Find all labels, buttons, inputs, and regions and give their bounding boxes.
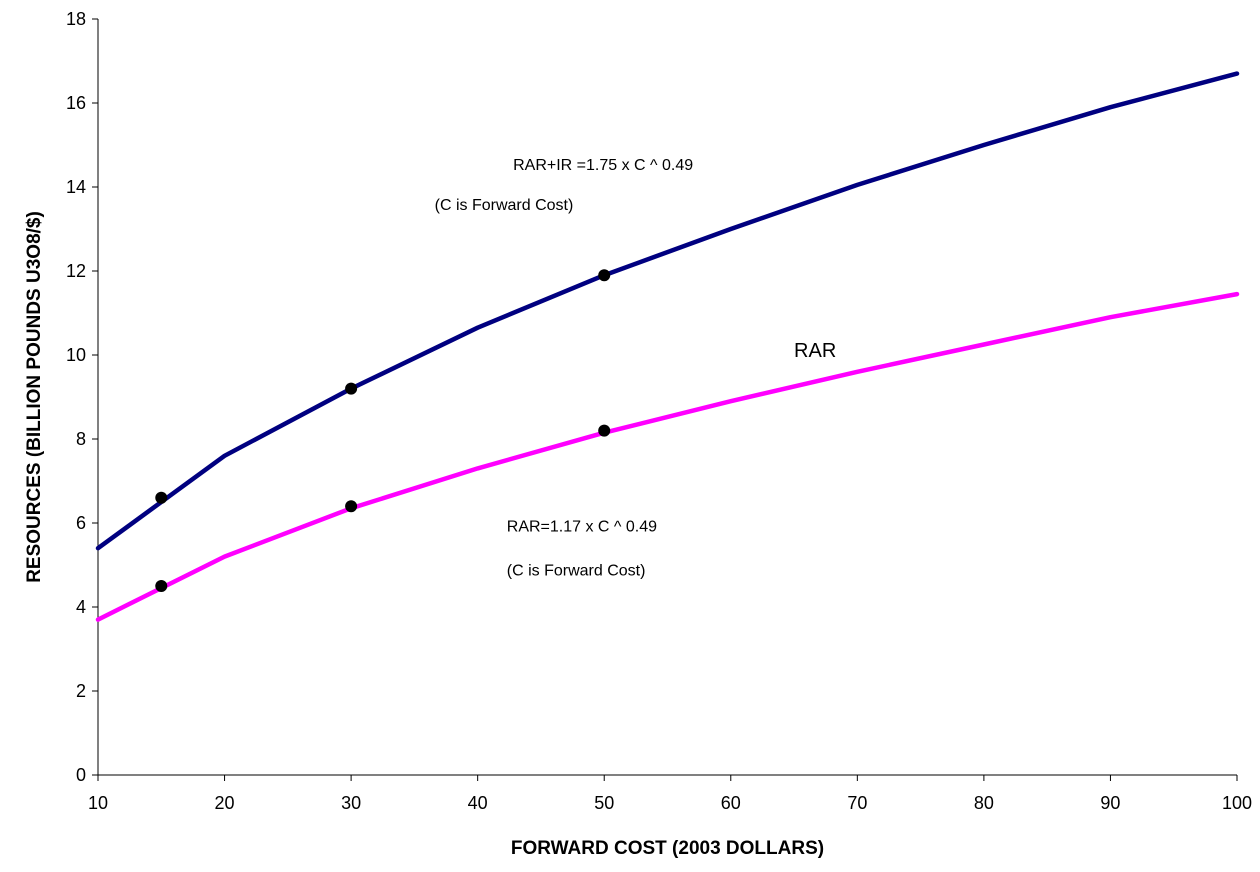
annotation-lower-formula: RAR=1.17 x C ^ 0.49 [507,518,657,535]
x-tick-label: 10 [88,793,108,813]
data-point-marker [155,580,168,592]
y-tick-label: 6 [76,513,86,533]
annotation-rar-label: RAR [794,340,836,362]
y-axis-title: RESOURCES (BILLION POUNDS U3O8/$) [24,211,45,583]
data-point-marker [345,500,358,513]
x-tick-label: 100 [1222,793,1252,813]
x-tick-label: 60 [721,793,741,813]
x-tick-label: 70 [847,793,867,813]
data-point-marker [598,269,611,282]
series-layer [95,71,1240,622]
y-tick-label: 2 [76,681,86,701]
x-tick-label: 40 [468,793,488,813]
x-tick-label: 90 [1100,793,1120,813]
annotations: RAR+IR =1.75 x C ^ 0.49 (C is Forward Cos… [435,157,837,579]
y-tick-label: 10 [66,345,86,365]
y-tick-label: 4 [76,597,86,617]
data-point-marker [598,424,611,437]
annotation-upper-formula: RAR+IR =1.75 x C ^ 0.49 [513,157,693,174]
series-line-1 [95,71,1240,551]
x-tick-label: 20 [215,793,235,813]
data-point-marker [155,491,168,504]
x-tick-label: 50 [594,793,614,813]
x-axis-title: FORWARD COST (2003 DOLLARS) [511,838,824,859]
x-tick-label: 80 [974,793,994,813]
y-tick-label: 0 [76,765,86,785]
y-tick-label: 18 [66,9,86,29]
x-tick-label: 30 [341,793,361,813]
annotation-lower-note: (C is Forward Cost) [507,563,646,580]
data-point-marker [345,382,358,395]
y-tick-label: 16 [66,93,86,113]
y-tick-label: 8 [76,429,86,449]
series-line-2 [95,291,1240,622]
axes: 0 2 4 6 8 10 12 14 16 18 10 20 30 40 50 60 70 80 90 100 [66,9,1252,813]
annotation-upper-note: (C is Forward Cost) [435,197,574,214]
y-tick-label: 14 [66,177,86,197]
y-tick-label: 12 [66,261,86,281]
